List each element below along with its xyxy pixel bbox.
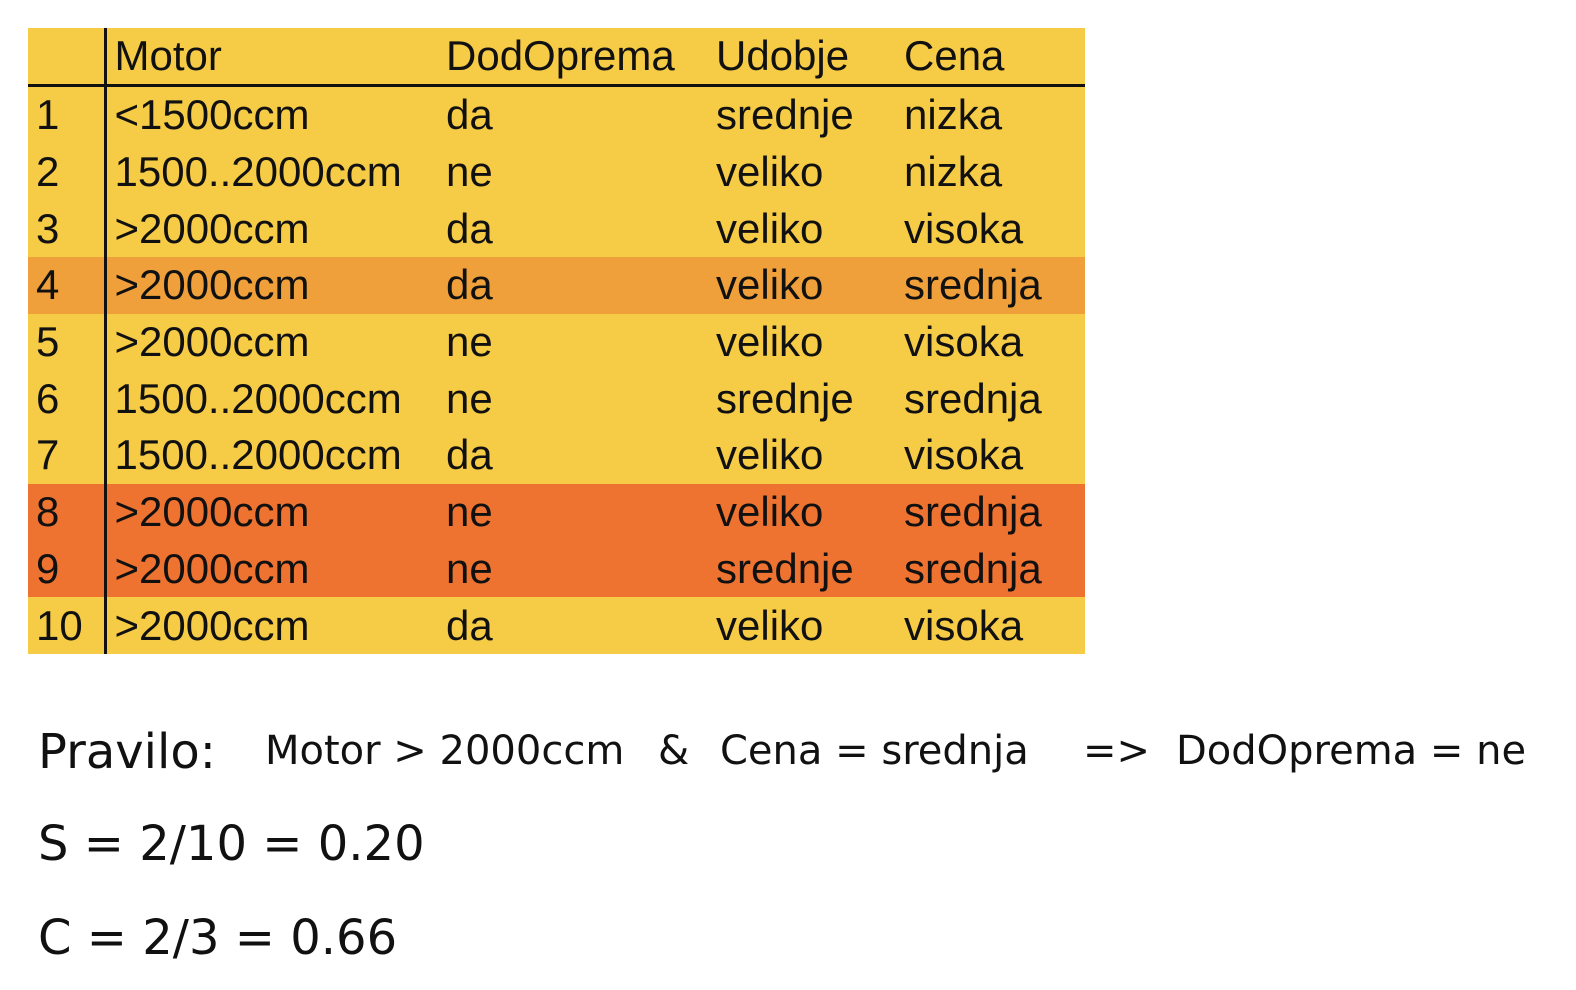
row-index: 8 <box>28 483 107 541</box>
table-row: 9 >2000ccm ne srednje srednja <box>28 540 1085 598</box>
table-cell: veliko <box>716 261 824 309</box>
table-row: 5 >2000ccm ne veliko visoka <box>28 313 1085 371</box>
table-cell: >2000ccm <box>114 204 310 252</box>
table-cell: da <box>446 91 493 139</box>
table-cell: ne <box>446 148 493 196</box>
table-cell: visoka <box>904 318 1024 366</box>
table-cell: nizka <box>904 91 1003 139</box>
rule-label: Pravilo: <box>38 724 216 780</box>
support: S = 2/10 = 0.20 <box>38 816 425 872</box>
row-index: 2 <box>28 143 107 201</box>
table-cell: srednja <box>904 488 1042 536</box>
header-cell: DodOprema <box>438 28 708 87</box>
table-cell: 1500..2000ccm <box>114 148 402 196</box>
table-cell: veliko <box>716 601 824 649</box>
table-cell: visoka <box>904 601 1024 649</box>
table-cell: veliko <box>716 148 824 196</box>
row-index: 4 <box>28 257 107 314</box>
row-index: 6 <box>28 370 107 428</box>
rule-antecedent: Motor > 2000ccm <box>265 728 625 774</box>
table-cell: da <box>446 204 493 252</box>
row-index: 3 <box>28 200 107 258</box>
table-cell: da <box>446 601 493 649</box>
table-cell: <1500ccm <box>114 91 310 139</box>
header-cell: Motor <box>105 28 438 87</box>
row-index: 9 <box>28 540 107 598</box>
table-row: 10 >2000ccm da veliko visoka <box>28 597 1085 654</box>
table-cell: da <box>446 261 493 309</box>
table-cell: ne <box>446 374 493 422</box>
row-index: 7 <box>28 427 107 484</box>
header-cell: Udobje <box>708 28 896 87</box>
table-cell: srednja <box>904 544 1042 592</box>
table-cell: srednja <box>904 374 1042 422</box>
table-row: 4 >2000ccm da veliko srednja <box>28 257 1085 314</box>
table-cell: srednje <box>716 544 854 592</box>
row-index: 10 <box>28 597 107 654</box>
corner-cell <box>28 28 107 87</box>
table-cell: veliko <box>716 431 824 479</box>
confidence: C = 2/3 = 0.66 <box>38 910 398 966</box>
header-cell: Cena <box>896 28 1085 87</box>
table-cell: veliko <box>716 488 824 536</box>
table-row: 8 >2000ccm ne veliko srednja <box>28 483 1085 541</box>
table-cell: >2000ccm <box>114 261 310 309</box>
table-cell: srednje <box>716 374 854 422</box>
table-cell: 1500..2000ccm <box>114 431 402 479</box>
table-cell: srednje <box>716 91 854 139</box>
table-cell: ne <box>446 488 493 536</box>
table-cell: ne <box>446 318 493 366</box>
table-row: 6 1500..2000ccm ne srednje srednja <box>28 370 1085 428</box>
table-cell: veliko <box>716 318 824 366</box>
table-cell: veliko <box>716 204 824 252</box>
table-cell: >2000ccm <box>114 601 310 649</box>
table-row: 1 <1500ccm da srednje nizka <box>28 85 1085 144</box>
table-cell: srednja <box>904 261 1042 309</box>
table-cell: 1500..2000ccm <box>114 374 402 422</box>
rule-arrow: => <box>1083 728 1151 774</box>
row-index: 1 <box>28 85 107 144</box>
header-row: Motor DodOprema Udobje Cena <box>28 28 1085 87</box>
table-cell: ne <box>446 544 493 592</box>
row-index: 5 <box>28 313 107 371</box>
table-cell: visoka <box>904 204 1024 252</box>
table-cell: nizka <box>904 148 1003 196</box>
rule-conjunction: & <box>658 728 690 774</box>
rule-antecedent: Cena = srednja <box>720 728 1029 774</box>
table-cell: >2000ccm <box>114 544 310 592</box>
table-cell: visoka <box>904 431 1024 479</box>
data-table: Motor DodOprema Udobje Cena 1 <1500ccm da s… <box>28 28 1085 654</box>
table-cell: >2000ccm <box>114 488 310 536</box>
table-cell: da <box>446 431 493 479</box>
table-row: 2 1500..2000ccm ne veliko nizka <box>28 143 1085 201</box>
rule-consequent: DodOprema = ne <box>1176 728 1527 774</box>
table-cell: >2000ccm <box>114 318 310 366</box>
table-row: 3 >2000ccm da veliko visoka <box>28 200 1085 258</box>
table-row: 7 1500..2000ccm da veliko visoka <box>28 427 1085 484</box>
